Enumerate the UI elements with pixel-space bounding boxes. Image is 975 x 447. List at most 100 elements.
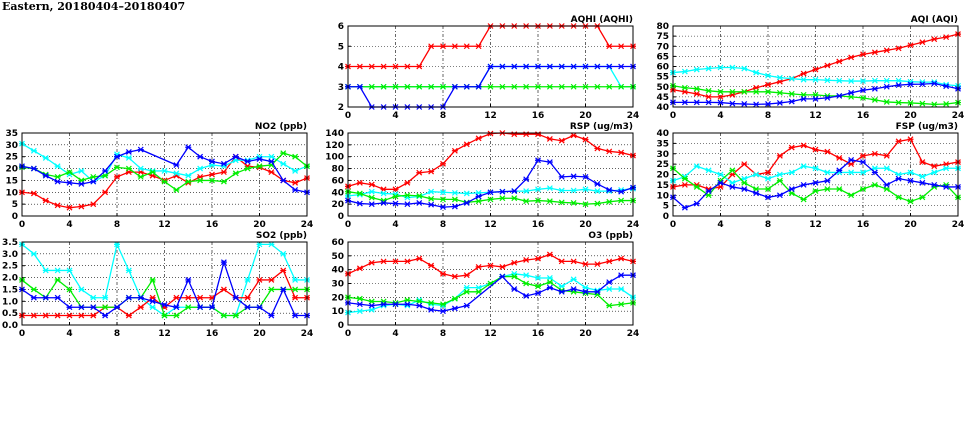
data-point [54,178,61,185]
data-point [860,152,866,159]
data-point [800,181,807,188]
y-tick-label: 55 [656,73,669,83]
data-point [90,304,97,311]
data-point [428,201,435,208]
y-tick-label: 0.0 [2,321,18,331]
data-point [256,241,263,248]
data-point [800,76,807,83]
data-point [895,45,902,52]
x-tick-label: 12 [158,329,171,339]
data-point [380,200,387,206]
data-point [30,165,37,172]
series-blue [345,157,636,211]
data-point [66,169,73,176]
x-tick-label: 0 [19,220,25,230]
data-point [42,294,49,301]
data-point [356,308,363,315]
data-point [558,137,565,144]
data-point [883,152,890,159]
data-point [848,169,855,176]
data-point [693,90,700,97]
y-tick-label: 2.5 [2,262,18,272]
data-point [848,89,855,96]
series-blue [670,80,961,108]
data-point [883,77,890,84]
data-point [907,100,914,106]
data-point [812,188,819,195]
data-point [824,94,831,101]
x-tick-label: 16 [857,220,870,230]
data-point [717,171,724,178]
data-point [440,270,446,277]
data-point [836,58,843,65]
data-point [800,196,807,203]
y-tick-label: 40 [331,266,344,276]
y-tick-label: 50 [331,252,344,262]
data-point [487,130,494,137]
data-point [753,190,760,197]
data-point [356,200,363,207]
data-point [943,101,950,107]
data-point [137,146,144,153]
data-point [919,100,926,107]
data-point [42,267,49,274]
data-point [741,179,748,186]
data-point [606,198,613,205]
data-point [812,165,819,172]
data-point [606,258,613,265]
data-point [404,83,411,90]
y-tick-label: 1.0 [2,297,18,307]
data-point [185,172,192,179]
data-point [705,188,712,195]
data-point [943,184,950,190]
data-point [280,160,287,167]
data-point [741,101,748,107]
x-tick-label: 12 [484,329,497,339]
data-point [368,201,375,208]
data-point [368,63,375,70]
data-point [232,294,239,301]
data-point [511,188,518,195]
data-point [776,74,783,81]
data-point [907,177,914,184]
data-point [788,186,795,192]
data-point [451,295,458,302]
data-point [765,169,771,176]
data-point [220,259,227,266]
data-point [582,201,589,208]
data-point [499,63,506,70]
y-tick-label: 15 [656,181,669,191]
data-point [907,136,914,143]
chart-title: RSP (ug/m3) [570,122,633,132]
data-point [570,258,577,265]
data-point [487,83,494,90]
data-point [78,304,85,311]
data-point [931,169,938,176]
data-point [280,286,287,293]
data-point [765,175,771,182]
data-point [392,193,399,200]
data-point [824,177,831,184]
data-point [114,164,120,171]
data-point [463,272,470,279]
series-blue [670,157,961,211]
data-point [594,188,601,195]
x-tick-label: 0 [670,111,676,121]
page-title: Eastern, 20180404–20180407 [2,0,186,13]
data-point [416,255,423,262]
y-tick-label: 140 [325,129,344,139]
chart-title: FSP (ug/m3) [896,122,958,132]
data-point [523,83,530,90]
data-point [570,173,577,180]
x-tick-label: 24 [952,111,965,121]
data-point [883,83,890,90]
data-point [451,196,458,203]
data-point [535,255,541,262]
data-point [475,193,482,200]
series-blue [19,259,310,319]
data-point [594,83,601,90]
x-tick-label: 24 [952,220,965,230]
data-point [546,279,553,286]
y-tick-label: 25 [5,153,18,163]
data-point [66,179,73,186]
